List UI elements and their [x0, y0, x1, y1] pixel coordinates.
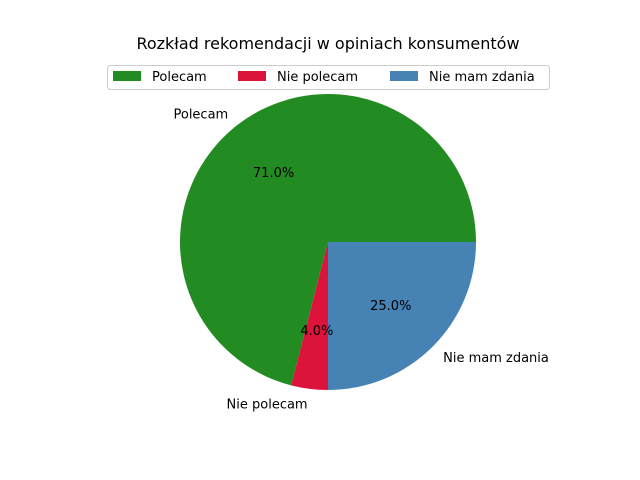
slice-label: Polecam — [173, 107, 228, 122]
legend-frame — [107, 65, 550, 90]
pie-slice-polecam — [179, 93, 476, 386]
legend-label: Nie polecam — [277, 70, 358, 85]
legend-label: Polecam — [152, 70, 207, 85]
pie-slice-nie-mam-zdania — [328, 242, 476, 390]
pie-labels: Polecam 71.0% Nie polecam 4.0% Nie mam zdani… — [173, 107, 548, 412]
legend: Polecam Nie polecam Nie mam zdania — [107, 65, 550, 90]
slice-percent-label: 4.0% — [300, 324, 333, 339]
pie-slices — [179, 93, 476, 390]
slice-percent-label: 25.0% — [370, 299, 411, 314]
chart-title: Rozkład rekomendacji w opiniach konsumen… — [136, 34, 519, 53]
legend-swatch — [390, 71, 418, 81]
slice-label: Nie polecam — [227, 398, 308, 413]
legend-label: Nie mam zdania — [429, 70, 535, 85]
slice-label: Nie mam zdania — [443, 351, 549, 366]
pie-slice-nie-polecam — [291, 242, 328, 390]
slice-percent-label: 71.0% — [253, 166, 294, 181]
legend-swatch — [238, 71, 266, 81]
legend-swatch — [113, 71, 141, 81]
